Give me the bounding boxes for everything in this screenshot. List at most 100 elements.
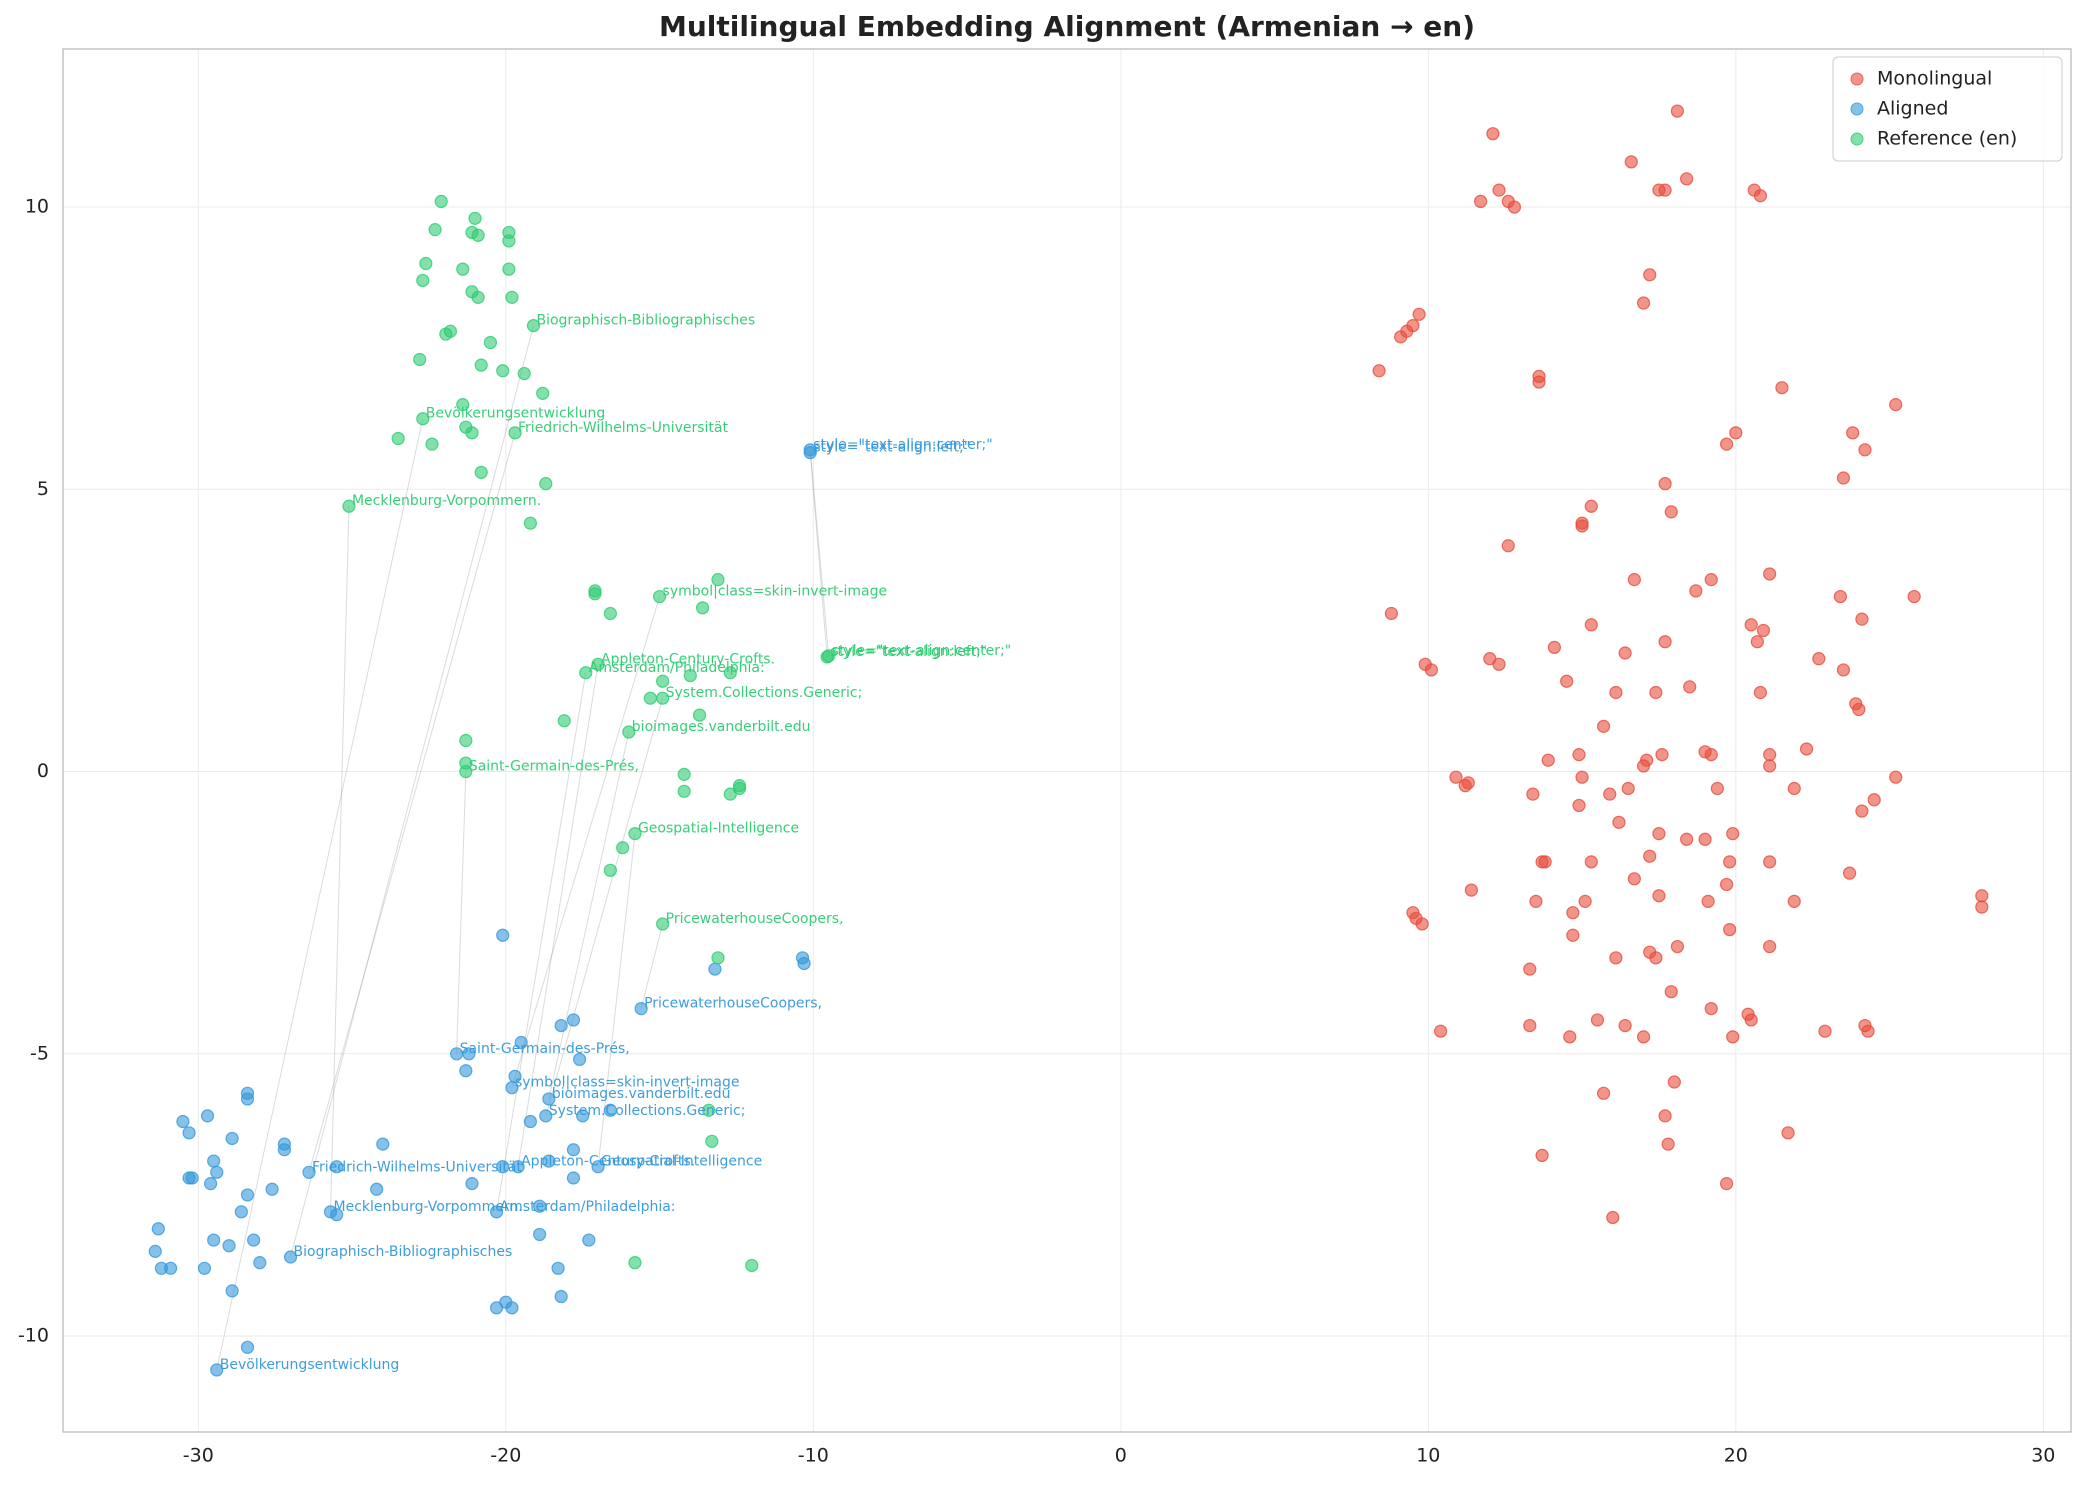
point — [554, 1018, 568, 1033]
point — [151, 1222, 165, 1236]
point — [483, 335, 498, 350]
point — [505, 1301, 519, 1315]
point — [1627, 872, 1641, 886]
point — [1836, 663, 1851, 677]
point-label: Appleton-Century-Crofts. — [521, 1154, 695, 1170]
point — [1719, 437, 1734, 451]
point — [711, 573, 725, 587]
point — [176, 1114, 190, 1129]
point — [628, 827, 642, 841]
point — [1486, 127, 1500, 141]
point — [434, 194, 448, 209]
point — [511, 1160, 525, 1174]
point — [692, 708, 707, 722]
point — [795, 951, 810, 965]
point-label: Biographisch-Bibliographisches — [294, 1244, 513, 1260]
point — [1753, 685, 1768, 700]
point — [1889, 770, 1903, 784]
legend-marker — [1850, 72, 1864, 86]
point — [566, 1143, 581, 1157]
alignment-connector — [517, 664, 599, 1167]
legend-marker — [1850, 132, 1864, 146]
point — [1704, 573, 1718, 587]
point — [533, 1199, 547, 1213]
point — [247, 1233, 261, 1247]
alignment-connector — [809, 449, 830, 656]
point — [1818, 1024, 1832, 1038]
point — [1372, 364, 1386, 378]
point — [277, 1143, 292, 1157]
point — [1636, 296, 1651, 310]
point — [517, 366, 531, 381]
point — [502, 234, 516, 248]
point — [1670, 104, 1684, 118]
y-tick-label: -10 — [18, 1325, 49, 1347]
point — [1664, 505, 1678, 519]
point — [253, 1256, 267, 1270]
point — [557, 714, 571, 728]
y-tick-label: 10 — [25, 196, 49, 218]
point-label: Mecklenburg-Vorpommern. — [334, 1199, 523, 1215]
point — [456, 398, 470, 412]
point — [1384, 606, 1399, 621]
point — [1526, 787, 1540, 801]
point — [576, 1109, 590, 1123]
point — [1861, 1024, 1875, 1038]
point — [391, 431, 405, 446]
point — [533, 1227, 547, 1242]
point — [696, 601, 710, 615]
point — [652, 589, 667, 604]
point — [1858, 443, 1872, 457]
point-label: Mecklenburg-Vorpommern. — [352, 493, 541, 509]
point — [1596, 1086, 1611, 1100]
point — [1833, 589, 1847, 604]
point-label: System.Collections.Generic; — [549, 1103, 746, 1119]
point — [1532, 375, 1546, 389]
point — [1756, 623, 1771, 638]
point — [1566, 928, 1580, 942]
point — [459, 1064, 473, 1078]
point — [240, 1092, 255, 1106]
point — [1704, 1002, 1718, 1016]
point — [745, 1258, 759, 1273]
legend-label: Aligned — [1877, 98, 1948, 120]
point — [474, 465, 488, 479]
point — [539, 1109, 553, 1123]
point — [1492, 183, 1506, 197]
point — [1606, 1210, 1620, 1225]
point — [225, 1131, 239, 1146]
point — [1763, 939, 1777, 954]
point — [1458, 779, 1472, 793]
point — [1787, 781, 1801, 796]
alignment-connector — [216, 418, 424, 1371]
point — [1658, 183, 1672, 197]
point — [1603, 787, 1617, 801]
point — [1575, 519, 1589, 533]
point — [1652, 827, 1666, 841]
point — [182, 1126, 196, 1140]
point — [425, 437, 439, 451]
point — [1680, 832, 1694, 846]
point — [603, 1103, 617, 1117]
point — [1624, 155, 1638, 169]
point — [283, 1250, 298, 1264]
x-tick-label: 30 — [2031, 1445, 2055, 1467]
point — [1584, 855, 1598, 869]
point — [1584, 618, 1598, 632]
point — [1775, 381, 1789, 395]
point-label: PricewaterhouseCoopers, — [644, 996, 822, 1012]
x-tick-label: -10 — [798, 1445, 829, 1467]
point — [1719, 877, 1734, 892]
point — [1661, 1137, 1675, 1151]
point — [1855, 804, 1869, 818]
alignment-connector — [511, 596, 661, 1088]
point — [1763, 748, 1777, 762]
point — [1541, 753, 1555, 767]
point — [240, 1340, 255, 1354]
point — [265, 1182, 279, 1196]
point — [210, 1165, 224, 1179]
point — [505, 290, 519, 304]
point — [523, 1114, 538, 1129]
alignment-connector — [640, 923, 664, 1009]
